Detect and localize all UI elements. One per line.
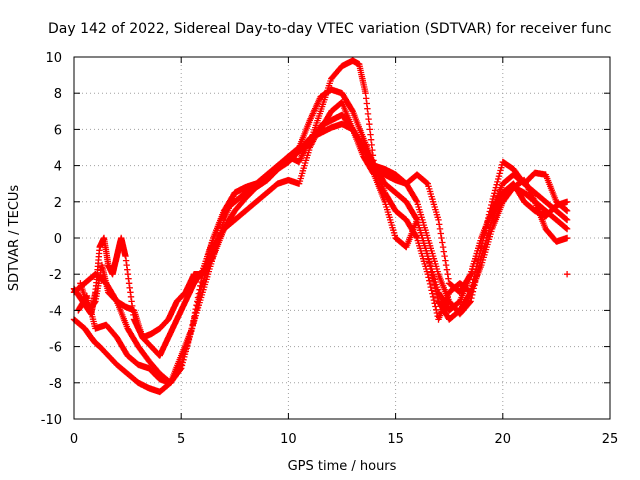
x-tick-label: 20 bbox=[495, 432, 512, 447]
x-tick-label: 25 bbox=[602, 432, 619, 447]
x-axis-title: GPS time / hours bbox=[288, 459, 397, 474]
y-tick-label: -6 bbox=[49, 341, 62, 356]
y-axis-title: SDTVAR / TECUs bbox=[7, 185, 22, 292]
y-tick-label: 10 bbox=[45, 51, 62, 66]
y-tick-label: -4 bbox=[49, 304, 62, 319]
axes-layer: 0 5 10 15 20 25 -10 -8 -6 -4 -2 0 2 4 6 8 10 bbox=[41, 51, 619, 447]
y-tick-label: 2 bbox=[54, 196, 62, 211]
series-outlier bbox=[563, 271, 571, 278]
y-tick-label: 8 bbox=[54, 87, 62, 102]
x-tick-label: 10 bbox=[280, 432, 297, 447]
y-tick-label: -10 bbox=[41, 413, 62, 428]
y-tick-label: -8 bbox=[49, 377, 62, 392]
x-tick-label: 15 bbox=[387, 432, 404, 447]
y-tick-label: 0 bbox=[54, 232, 62, 247]
data-point-markers bbox=[563, 271, 571, 278]
data-layer bbox=[70, 57, 571, 396]
y-tick-label: 6 bbox=[54, 123, 62, 138]
chart-title: Day 142 of 2022, Sidereal Day-to-day VTE… bbox=[48, 21, 612, 37]
x-tick-label: 5 bbox=[177, 432, 185, 447]
y-tick-label: -2 bbox=[49, 268, 62, 283]
x-tick-label: 0 bbox=[70, 432, 78, 447]
y-tick-label: 4 bbox=[54, 160, 62, 175]
